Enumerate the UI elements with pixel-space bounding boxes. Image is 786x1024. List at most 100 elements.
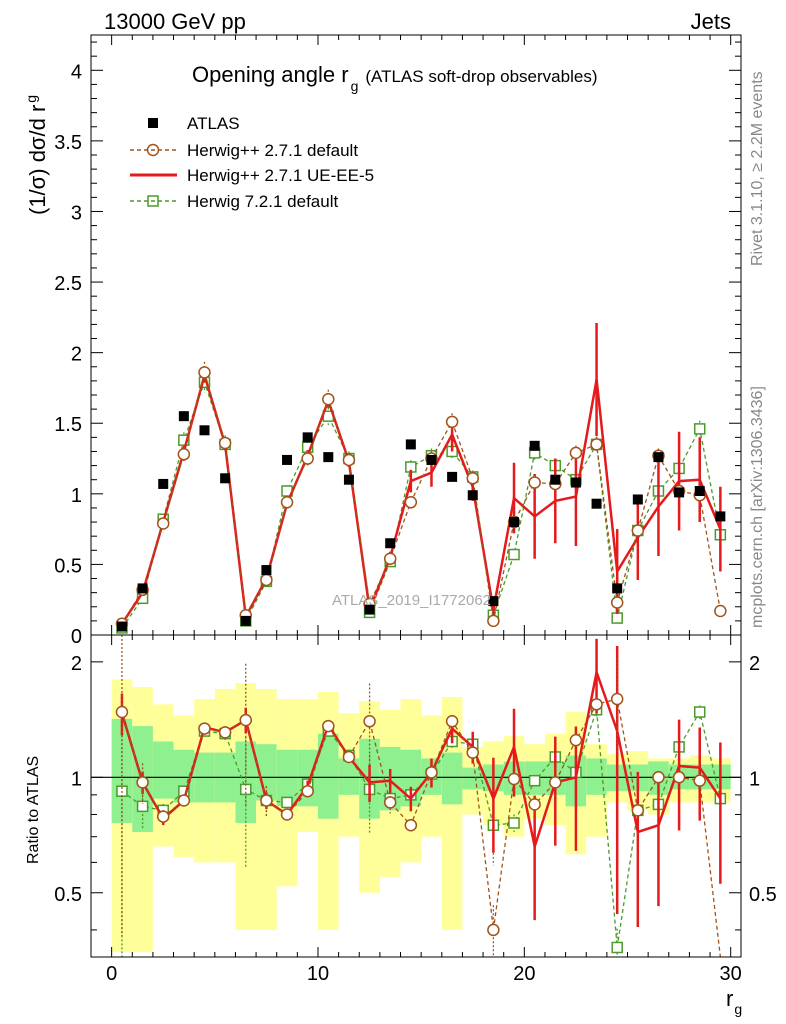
series-line-dashed-circle-main — [121, 369, 722, 625]
marker-circle-ratio — [404, 818, 418, 832]
y-tick-label: 1 — [71, 485, 82, 507]
marker-circle-main — [342, 453, 356, 467]
marker-circle-ratio — [218, 726, 232, 739]
y-tick-label: 0 — [71, 626, 82, 648]
marker-circle-ratio — [528, 798, 541, 811]
atlas-data-point — [323, 452, 334, 463]
ratio-tick-label-right: 1 — [749, 768, 760, 790]
marker-circle-ratio — [610, 692, 624, 706]
header-energy: 13000 GeV pp — [104, 9, 246, 34]
marker-open-square-main — [508, 548, 520, 561]
marker-circle-main — [631, 524, 645, 537]
ratio-tick-label-right: 0.5 — [749, 884, 777, 906]
y-tick-label: 3 — [71, 202, 82, 224]
atlas-data-point — [632, 494, 643, 505]
marker-circle-ratio — [693, 774, 706, 787]
marker-circle-ratio — [115, 705, 129, 719]
marker-circle-ratio — [672, 771, 686, 784]
legend: ATLAS Herwig++ 2.7.1 default Herwig++ 2.… — [130, 114, 374, 211]
ratio-tick-label: 1 — [71, 768, 82, 790]
atlas-data-point — [447, 471, 458, 482]
marker-open-square-main — [611, 612, 623, 624]
axes: 0 10 20 30 0 0.5 1 1.5 2 2.5 3 3.5 4 0.5 0.5 1 1 2 2 — [54, 35, 777, 985]
y-axis-label: (1/σ) dσ/d rg — [23, 95, 50, 215]
atlas-data-point — [612, 583, 623, 594]
marker-circle-ratio — [198, 722, 211, 735]
chart-title: Opening angle r g (ATLAS soft-drop observa… — [192, 62, 597, 94]
y-tick-label: 4 — [71, 61, 82, 83]
marker-circle-main — [301, 452, 314, 465]
marker-circle-ratio — [487, 923, 500, 937]
atlas-data-point — [282, 454, 293, 465]
legend-label-herwig7: Herwig 7.2.1 default — [187, 192, 338, 211]
marker-circle-ratio — [549, 776, 562, 789]
legend-label-herwigpp-default: Herwig++ 2.7.1 default — [187, 141, 358, 160]
marker-circle-ratio — [322, 719, 335, 733]
atlas-data-point — [674, 487, 685, 498]
marker-circle-ratio — [363, 715, 376, 728]
ratio-band-inner — [338, 758, 360, 795]
marker-circle-ratio — [280, 808, 294, 821]
atlas-data-point — [467, 490, 478, 501]
marker-circle-main — [590, 438, 603, 451]
y-tick-label: 1.5 — [54, 414, 82, 436]
atlas-data-point — [302, 432, 313, 443]
atlas-data-point — [550, 474, 561, 485]
legend-entry-herwigpp-ue: Herwig++ 2.7.1 UE-EE-5 — [130, 166, 374, 185]
x-tick-label: 20 — [513, 963, 535, 985]
marker-circle-ratio — [342, 750, 356, 764]
mcplots-label: mcplots.cern.ch [arXiv:1306.3436] — [749, 386, 766, 628]
ratio-tick-label: 2 — [71, 653, 82, 675]
ratio-band-inner — [441, 752, 463, 805]
marker-circle-main — [404, 496, 418, 509]
marker-circle-ratio — [466, 746, 479, 759]
marker-circle-main — [322, 392, 335, 406]
marker-circle-ratio — [569, 733, 583, 747]
marker-open-square-ratio — [281, 796, 293, 809]
marker-circle-ratio — [383, 796, 397, 809]
ratio-band-inner — [462, 767, 484, 790]
marker-circle-ratio — [590, 698, 603, 711]
analysis-watermark: ATLAS_2019_I1772062 — [332, 592, 491, 609]
legend-marker-open-square — [147, 195, 159, 207]
marker-circle-main — [528, 476, 541, 489]
atlas-data-point — [199, 425, 210, 436]
atlas-data-point — [426, 454, 437, 465]
rivet-version-label: Rivet 3.1.10, ≥ 2.2M events — [749, 71, 766, 266]
marker-open-square-ratio — [693, 706, 706, 718]
atlas-data-point — [653, 452, 664, 463]
marker-circle-main — [610, 596, 624, 609]
marker-circle-main — [260, 573, 273, 587]
legend-label-herwigpp-ue: Herwig++ 2.7.1 UE-EE-5 — [187, 166, 374, 185]
y-tick-label: 2.5 — [54, 273, 82, 295]
atlas-data-point — [116, 621, 127, 632]
marker-open-square-main — [693, 423, 706, 435]
marker-open-square-ratio — [508, 817, 520, 829]
marker-circle-main — [445, 415, 459, 429]
y-tick-label: 2 — [71, 344, 82, 366]
marker-circle-ratio — [425, 766, 438, 779]
ratio-band-inner — [152, 741, 174, 799]
legend-label-atlas: ATLAS — [187, 114, 240, 133]
marker-open-square-ratio — [611, 941, 623, 954]
atlas-data-point — [694, 486, 705, 496]
atlas-data-point — [385, 538, 396, 549]
atlas-data-point — [364, 604, 375, 615]
marker-open-square-ratio — [528, 774, 541, 787]
marker-circle-ratio — [445, 715, 459, 728]
atlas-data-point — [178, 411, 189, 422]
x-tick-label: 0 — [106, 963, 117, 985]
ratio-band-inner — [317, 733, 339, 819]
marker-circle-ratio — [301, 784, 314, 798]
ratio-band-outer — [256, 688, 277, 930]
marker-circle-ratio — [156, 810, 170, 823]
marker-circle-main — [280, 496, 294, 509]
atlas-data-point — [529, 440, 540, 451]
marker-circle-main — [156, 517, 170, 530]
atlas-data-point — [405, 439, 416, 450]
legend-marker-circle — [146, 143, 160, 157]
marker-circle-ratio — [507, 772, 521, 786]
atlas-data-point — [240, 615, 251, 626]
legend-entry-herwigpp-default: Herwig++ 2.7.1 default — [130, 141, 358, 160]
x-tick-label: 10 — [307, 963, 329, 985]
